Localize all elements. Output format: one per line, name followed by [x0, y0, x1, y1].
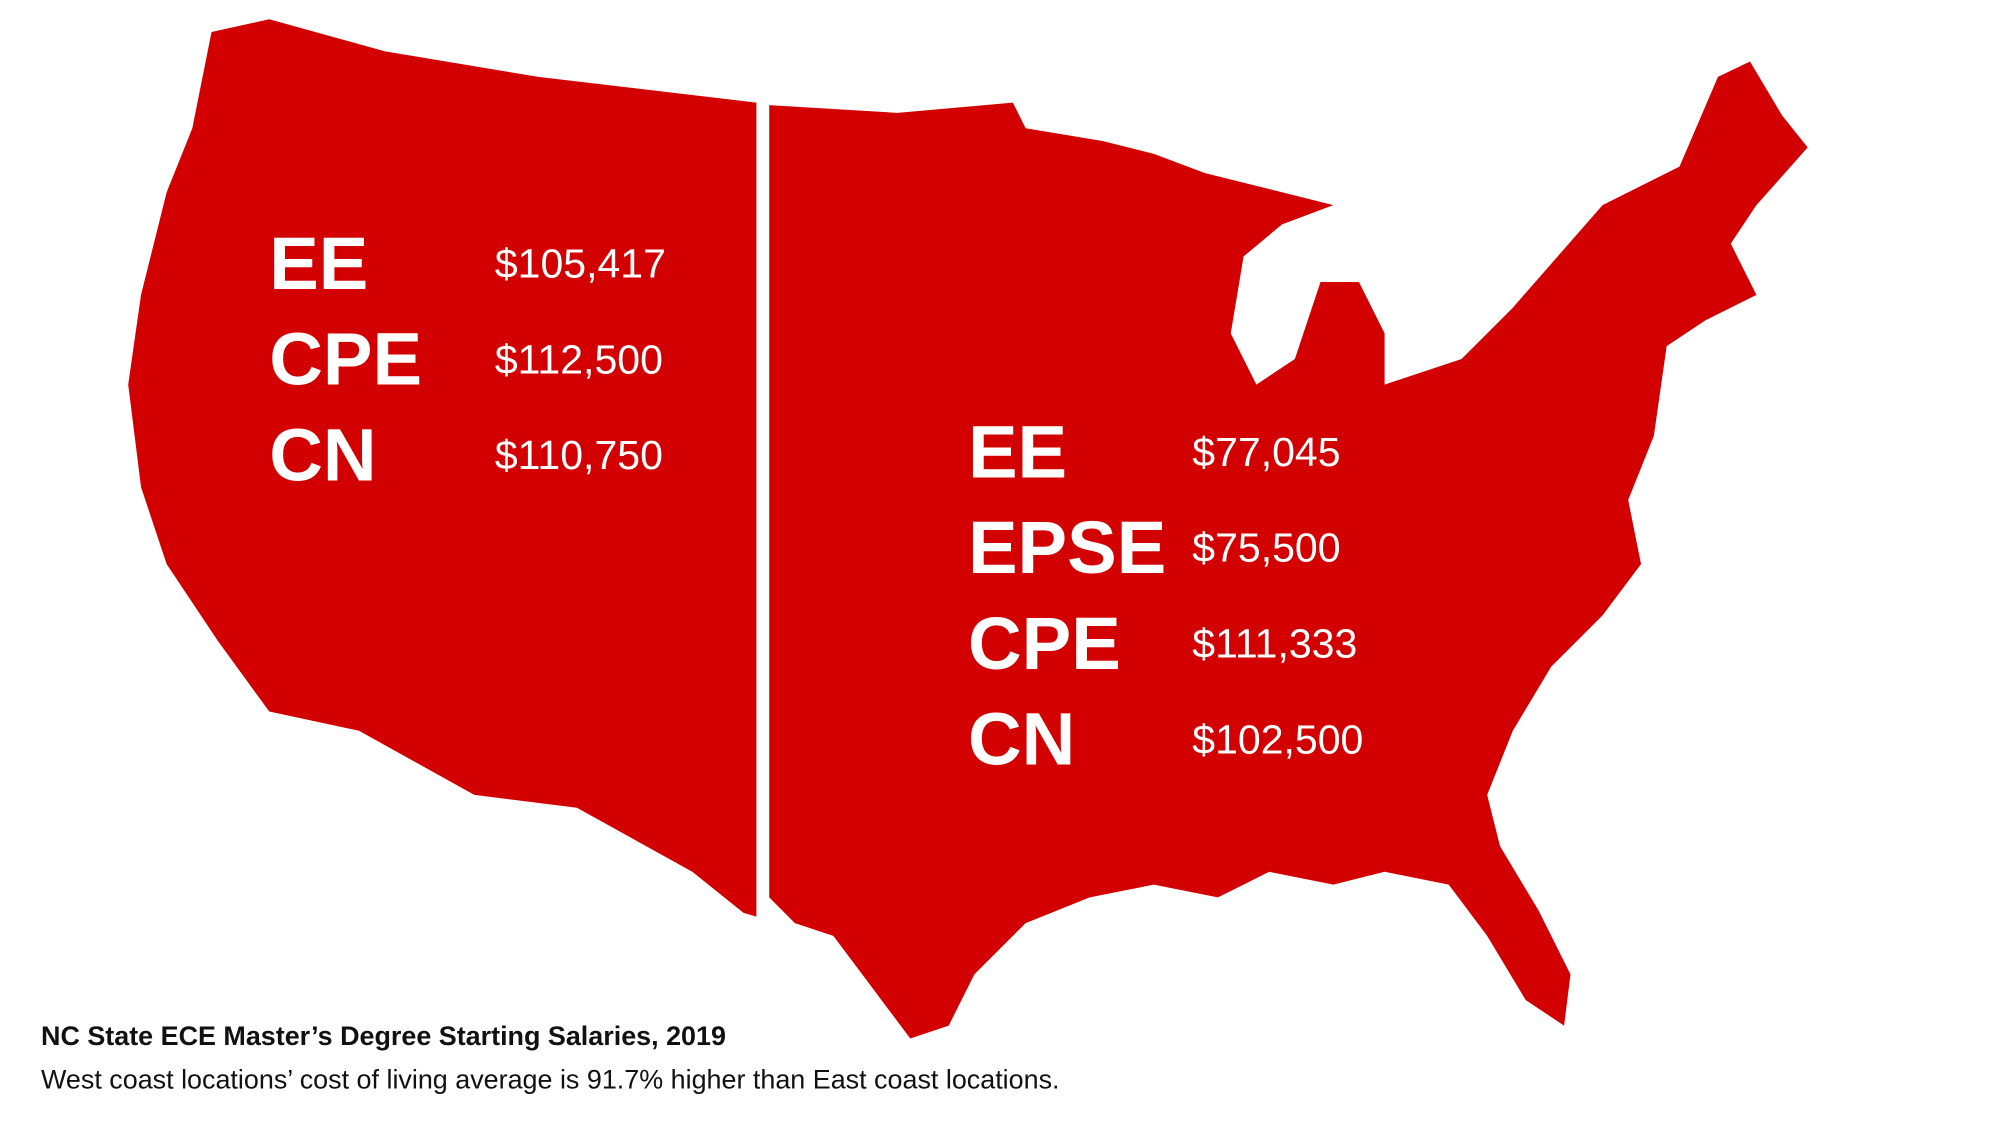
salary-value: $75,500 [1192, 525, 1340, 571]
salary-value: $105,417 [495, 240, 666, 286]
labels: EE $105,417 CPE $112,500 CN $110,750 EE $77,045… [269, 222, 1363, 781]
caption-subtitle: West coast locations’ cost of living ave… [41, 1064, 1060, 1094]
degree-label: CN [269, 413, 376, 496]
salary-value: $111,333 [1192, 620, 1357, 666]
west-region [128, 19, 757, 917]
east-region [769, 61, 1808, 1039]
salary-value: $110,750 [495, 432, 663, 478]
salary-value: $112,500 [495, 336, 663, 382]
salary-value: $102,500 [1192, 716, 1363, 762]
degree-label: EPSE [968, 506, 1166, 589]
degree-label: CPE [968, 602, 1121, 685]
caption-title: NC State ECE Master’s Degree Starting Sa… [41, 1021, 726, 1051]
degree-label: EE [968, 410, 1067, 493]
degree-label: EE [269, 222, 368, 305]
degree-label: CPE [269, 318, 422, 401]
degree-label: CN [968, 698, 1075, 781]
salary-value: $77,045 [1192, 429, 1340, 475]
